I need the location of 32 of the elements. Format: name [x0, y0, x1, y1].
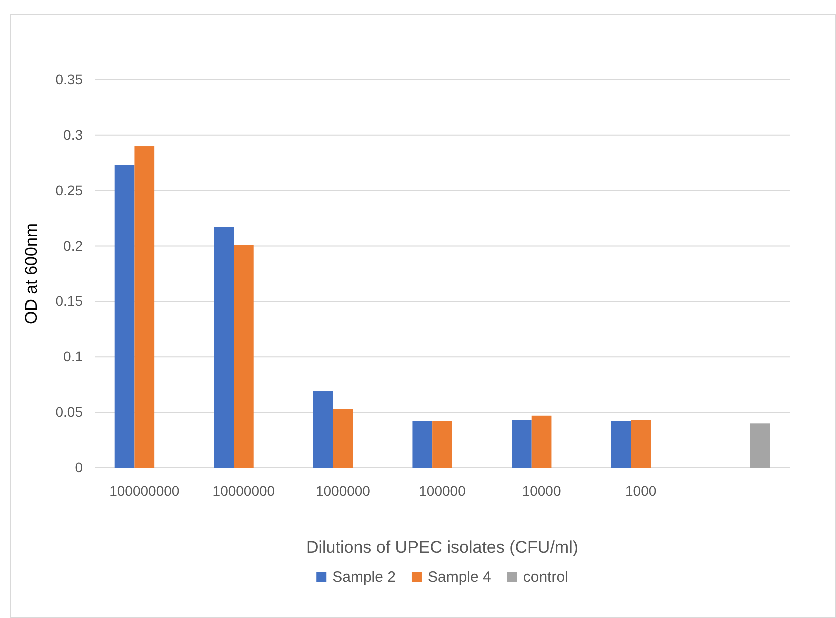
bar	[512, 420, 532, 468]
bar	[432, 421, 452, 468]
bar	[631, 420, 651, 468]
y-axis-title: OD at 600nm	[22, 223, 41, 325]
y-tick-label: 0.2	[64, 238, 84, 254]
bar	[750, 424, 770, 468]
y-tick-label: 0.3	[64, 126, 84, 143]
bar	[313, 392, 334, 468]
bar	[214, 227, 234, 468]
x-tick-label: 1000	[625, 482, 657, 499]
bar	[333, 409, 354, 468]
y-tick-label: 0.25	[56, 182, 84, 198]
x-tick-label: 10000	[522, 482, 562, 499]
bar	[114, 165, 135, 468]
bar	[134, 146, 155, 468]
legend-label: control	[523, 569, 568, 586]
legend-label: Sample 4	[428, 569, 492, 586]
x-tick-label: 10000000	[212, 482, 276, 499]
y-tick-label: 0	[75, 459, 84, 476]
bar	[611, 421, 632, 468]
bar	[532, 416, 552, 468]
x-tick-label: 1000000	[316, 482, 371, 499]
y-tick-label: 0.1	[64, 348, 84, 365]
y-tick-label: 0.05	[56, 404, 84, 420]
y-tick-label: 0.15	[56, 293, 84, 310]
x-tick-label: 100000	[419, 482, 466, 499]
bar	[412, 421, 433, 468]
y-tick-label: 0.35	[56, 71, 84, 88]
x-axis-title: Dilutions of UPEC isolates (CFU/ml)	[306, 538, 579, 557]
bar	[234, 245, 254, 468]
x-tick-label: 100000000	[110, 482, 180, 499]
legend-label: Sample 2	[332, 569, 396, 586]
